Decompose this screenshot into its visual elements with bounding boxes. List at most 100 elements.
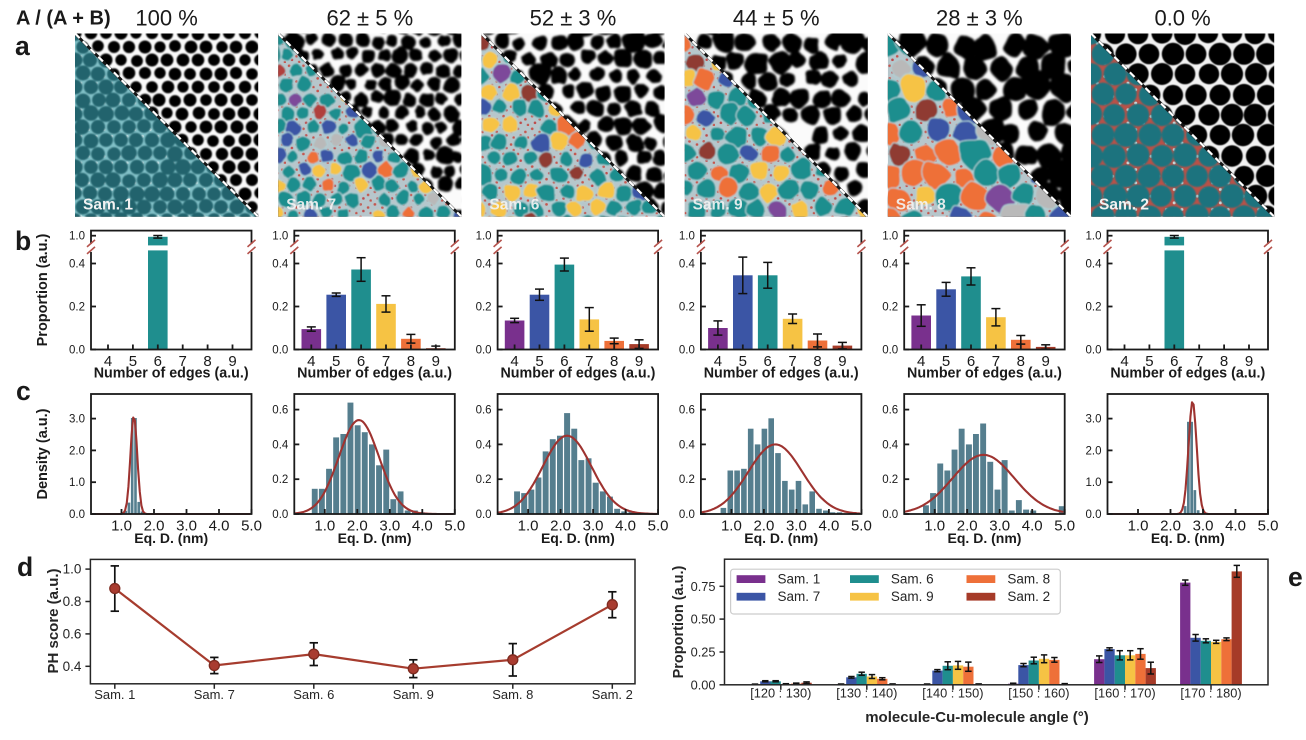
- svg-text:0.4: 0.4: [679, 439, 696, 451]
- svg-text:1.0: 1.0: [1086, 477, 1102, 489]
- svg-text:Eq. D. (nm): Eq. D. (nm): [948, 530, 1022, 546]
- svg-text:0.75: 0.75: [691, 579, 716, 594]
- svg-text:Sam. 2: Sam. 2: [1007, 589, 1050, 604]
- svg-text:5.0: 5.0: [648, 518, 669, 535]
- svg-text:1.0: 1.0: [679, 231, 695, 243]
- svg-text:0.4: 0.4: [882, 439, 899, 451]
- svg-text:5.0: 5.0: [851, 518, 872, 535]
- svg-text:[160 : 170): [160 : 170): [1094, 686, 1155, 701]
- svg-text:1.0: 1.0: [63, 562, 82, 577]
- svg-text:Number of edges (a.u.): Number of edges (a.u.): [500, 366, 655, 382]
- svg-text:0.4: 0.4: [69, 259, 86, 271]
- svg-text:Sam. 9: Sam. 9: [891, 589, 934, 604]
- svg-text:4.0: 4.0: [1022, 518, 1043, 535]
- svg-text:Sam. 6: Sam. 6: [891, 572, 934, 587]
- svg-text:1.0: 1.0: [272, 231, 288, 243]
- svg-text:5.0: 5.0: [241, 518, 262, 535]
- svg-text:Eq. D. (nm): Eq. D. (nm): [541, 530, 615, 546]
- svg-text:Eq. D. (nm): Eq. D. (nm): [338, 530, 412, 546]
- svg-text:Sam. 7: Sam. 7: [286, 197, 336, 214]
- svg-text:1.0: 1.0: [314, 518, 335, 535]
- svg-text:2.0: 2.0: [69, 445, 85, 457]
- svg-text:Sam. 2: Sam. 2: [1099, 197, 1149, 214]
- svg-text:100 %: 100 %: [135, 6, 197, 31]
- svg-text:0.0: 0.0: [679, 509, 695, 521]
- svg-text:0.2: 0.2: [69, 302, 85, 314]
- svg-text:Number of edges (a.u.): Number of edges (a.u.): [704, 366, 859, 382]
- svg-text:2.0: 2.0: [1086, 445, 1102, 457]
- svg-text:0.2: 0.2: [476, 474, 492, 486]
- svg-text:0.0: 0.0: [1086, 509, 1102, 521]
- svg-text:[150 : 160): [150 : 160): [1008, 686, 1069, 701]
- svg-text:Density (a.u.): Density (a.u.): [35, 408, 51, 499]
- svg-text:0.0: 0.0: [882, 509, 898, 521]
- svg-text:0.6: 0.6: [882, 405, 898, 417]
- svg-text:0.2: 0.2: [882, 474, 898, 486]
- svg-text:[120 : 130): [120 : 130): [750, 686, 811, 701]
- svg-text:a: a: [15, 31, 30, 61]
- svg-text:d: d: [17, 552, 33, 582]
- svg-text:e: e: [1288, 562, 1303, 592]
- svg-text:Sam. 7: Sam. 7: [778, 589, 821, 604]
- svg-text:1.0: 1.0: [882, 231, 898, 243]
- svg-text:0.2: 0.2: [679, 474, 695, 486]
- svg-text:Sam. 2: Sam. 2: [592, 687, 633, 702]
- svg-text:Proportion (a.u.): Proportion (a.u.): [671, 565, 687, 678]
- svg-text:0.4: 0.4: [679, 259, 696, 271]
- svg-text:0.4: 0.4: [476, 439, 493, 451]
- svg-text:0.6: 0.6: [679, 405, 695, 417]
- svg-text:3.0: 3.0: [69, 414, 85, 426]
- svg-text:Sam. 6: Sam. 6: [489, 197, 539, 214]
- svg-text:4.0: 4.0: [1225, 518, 1246, 535]
- svg-text:0.6: 0.6: [272, 405, 288, 417]
- svg-text:Eq. D. (nm): Eq. D. (nm): [744, 530, 818, 546]
- svg-text:3.0: 3.0: [1086, 414, 1102, 426]
- svg-text:Number of edges (a.u.): Number of edges (a.u.): [907, 366, 1062, 382]
- svg-text:0.0: 0.0: [882, 345, 898, 357]
- svg-text:0.25: 0.25: [691, 645, 716, 660]
- svg-text:0.2: 0.2: [1086, 302, 1102, 314]
- svg-text:62 ± 5 %: 62 ± 5 %: [326, 6, 413, 31]
- svg-text:A / (A + B): A / (A + B): [16, 8, 111, 30]
- svg-text:28 ± 3 %: 28 ± 3 %: [936, 6, 1023, 31]
- svg-text:[170 : 180): [170 : 180): [1180, 686, 1241, 701]
- svg-text:PH score (a.u.): PH score (a.u.): [45, 568, 62, 673]
- svg-text:4.0: 4.0: [209, 518, 230, 535]
- svg-text:0.2: 0.2: [679, 302, 695, 314]
- svg-text:0.4: 0.4: [272, 259, 289, 271]
- svg-text:1.0: 1.0: [721, 518, 742, 535]
- svg-text:Sam. 8: Sam. 8: [492, 687, 533, 702]
- svg-text:0.0: 0.0: [1086, 345, 1102, 357]
- svg-text:0.4: 0.4: [1086, 259, 1103, 271]
- svg-text:1.0: 1.0: [69, 477, 85, 489]
- svg-text:Sam. 1: Sam. 1: [83, 197, 133, 214]
- svg-text:0.2: 0.2: [882, 302, 898, 314]
- svg-text:5.0: 5.0: [444, 518, 465, 535]
- svg-text:b: b: [15, 226, 31, 256]
- svg-text:1.0: 1.0: [111, 518, 132, 535]
- svg-text:0.0 %: 0.0 %: [1154, 6, 1210, 31]
- svg-text:0.0: 0.0: [476, 345, 492, 357]
- svg-text:Sam. 9: Sam. 9: [393, 687, 434, 702]
- svg-text:Proportion (a.u.): Proportion (a.u.): [35, 233, 51, 346]
- svg-text:[130 : 140): [130 : 140): [836, 686, 897, 701]
- svg-text:Sam. 1: Sam. 1: [94, 687, 135, 702]
- svg-text:Number of edges (a.u.): Number of edges (a.u.): [94, 366, 249, 382]
- svg-text:0.8: 0.8: [63, 594, 82, 609]
- svg-text:1.0: 1.0: [69, 231, 85, 243]
- svg-text:1.0: 1.0: [1086, 231, 1102, 243]
- svg-text:5.0: 5.0: [1258, 518, 1279, 535]
- svg-text:Number of edges (a.u.): Number of edges (a.u.): [297, 366, 452, 382]
- svg-text:0.4: 0.4: [476, 259, 493, 271]
- svg-text:0.0: 0.0: [272, 345, 288, 357]
- svg-text:52 ± 3 %: 52 ± 3 %: [530, 6, 617, 31]
- svg-text:0.6: 0.6: [63, 626, 82, 641]
- svg-text:0.4: 0.4: [272, 439, 289, 451]
- svg-text:0.0: 0.0: [69, 345, 85, 357]
- svg-text:Number of edges (a.u.): Number of edges (a.u.): [1110, 366, 1265, 382]
- svg-text:0.4: 0.4: [882, 259, 899, 271]
- svg-text:Eq. D. (nm): Eq. D. (nm): [134, 530, 208, 546]
- svg-text:0.6: 0.6: [476, 405, 492, 417]
- svg-text:Sam. 9: Sam. 9: [693, 197, 743, 214]
- svg-text:0.2: 0.2: [272, 302, 288, 314]
